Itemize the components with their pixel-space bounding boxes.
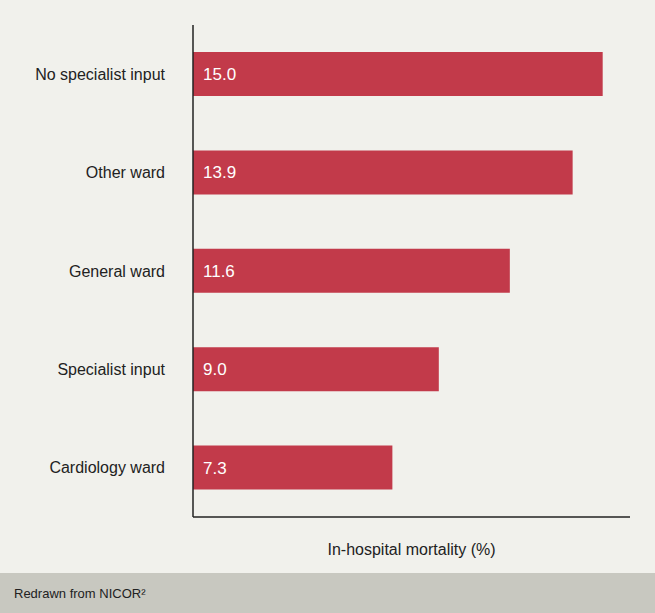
- svg-text:13.9: 13.9: [203, 163, 236, 182]
- svg-text:General ward: General ward: [69, 263, 165, 280]
- svg-text:9.0: 9.0: [203, 360, 227, 379]
- html-text:Redrawn from NICOR²: Redrawn from NICOR²: [14, 585, 146, 601]
- svg-text:In-hospital mortality (%): In-hospital mortality (%): [327, 541, 495, 558]
- svg-text:Specialist input: Specialist input: [57, 361, 165, 378]
- svg-text:Cardiology ward: Cardiology ward: [49, 459, 165, 476]
- svg-text:11.6: 11.6: [203, 262, 235, 281]
- svg-text:7.3: 7.3: [203, 459, 227, 478]
- svg-text:Other ward: Other ward: [86, 164, 165, 181]
- svg-text:No specialist input: No specialist input: [35, 66, 165, 83]
- svg-text:15.0: 15.0: [203, 65, 236, 84]
